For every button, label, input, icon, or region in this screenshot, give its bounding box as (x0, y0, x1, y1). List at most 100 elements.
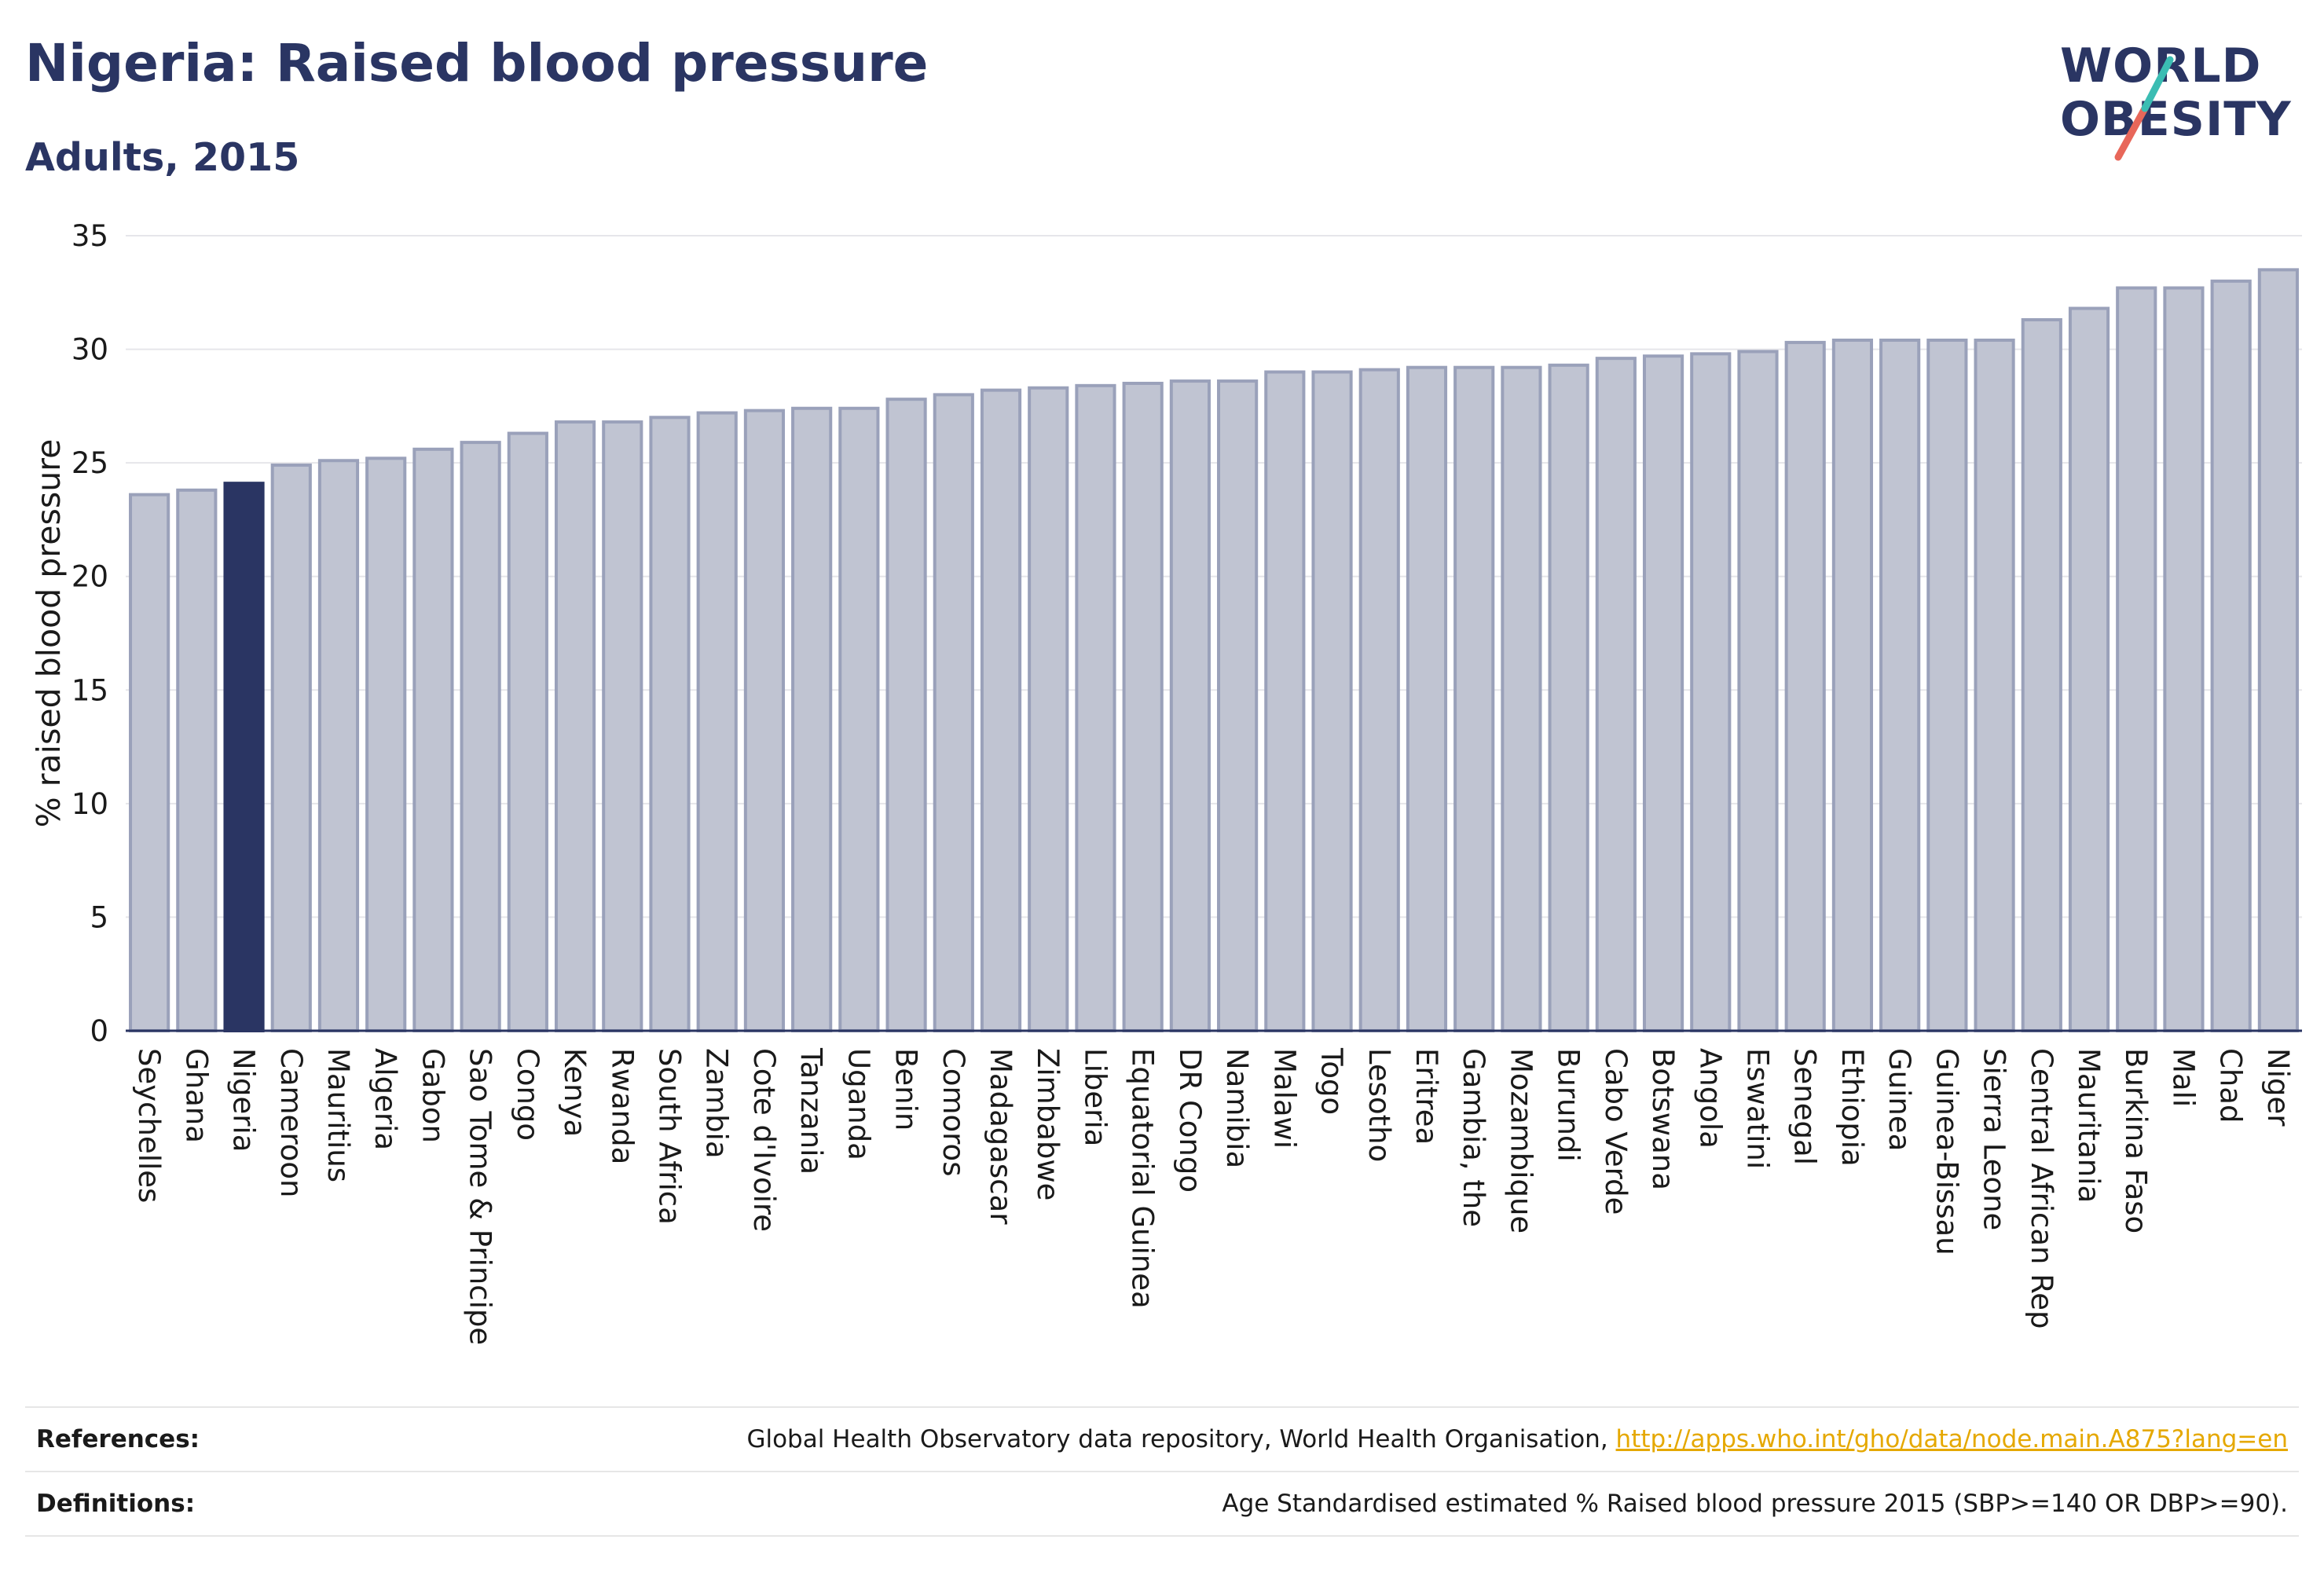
bar (1358, 368, 1400, 1032)
bar (885, 398, 927, 1032)
bar (365, 456, 407, 1032)
bar (1595, 357, 1637, 1032)
x-tick-label: Namibia (1220, 1048, 1254, 1168)
x-tick-label: DR Congo (1173, 1048, 1207, 1193)
bar (176, 488, 218, 1032)
references-label: References: (36, 1425, 200, 1453)
bar (1974, 339, 2015, 1032)
x-tick-label: Congo (511, 1048, 544, 1141)
x-tick-label: South Africa (653, 1048, 687, 1225)
bar (1453, 365, 1495, 1032)
x-tick-label: Togo (1315, 1047, 1349, 1115)
bar (602, 420, 643, 1032)
x-tick-label: Sierra Leone (1978, 1048, 2011, 1230)
x-tick-label: Sao Tome & Principe (464, 1048, 497, 1345)
x-tick-label: Cote d'Ivoire (747, 1048, 781, 1232)
references-value: Global Health Observatory data repositor… (746, 1425, 2288, 1453)
x-tick-label: Mali (2166, 1048, 2200, 1107)
bar (1737, 350, 1779, 1033)
definitions-value: Age Standardised estimated % Raised bloo… (1222, 1490, 2288, 1518)
bar (2210, 279, 2252, 1033)
bar (2257, 268, 2299, 1033)
x-tick-label: Liberia (1078, 1048, 1112, 1146)
bar (270, 464, 312, 1032)
bar (1501, 365, 1542, 1032)
y-axis-label: % raised blood pressure (30, 439, 68, 828)
y-tick-label: 15 (71, 673, 108, 707)
bar (317, 459, 360, 1032)
y-tick-label: 0 (90, 1014, 108, 1048)
bar (1075, 383, 1116, 1032)
x-tick-label: Gambia, the (1457, 1048, 1490, 1227)
x-tick-label: Rwanda (605, 1048, 639, 1164)
chart-title: Nigeria: Raised blood pressure (25, 33, 929, 93)
references-link[interactable]: http://apps.who.int/gho/data/node.main.A… (1615, 1425, 2288, 1453)
x-tick-label: Tanzania (794, 1047, 828, 1175)
x-tick-label: Niger (2261, 1048, 2295, 1127)
x-tick-label: Nigeria (227, 1048, 261, 1152)
x-tick-label: Zambia (700, 1048, 734, 1159)
bar (1879, 339, 1921, 1032)
bar (696, 411, 738, 1032)
bar (1926, 339, 1968, 1032)
bar (791, 406, 833, 1032)
x-tick-label: Burundi (1552, 1048, 1585, 1162)
x-tick-label: Mauritania (2072, 1048, 2106, 1203)
bar (1690, 352, 1732, 1032)
x-tick-label: Seychelles (132, 1048, 166, 1203)
x-tick-label: Eritrea (1409, 1048, 1443, 1145)
bar-chart: 0 5 10 15 20 25 30 35 % raised blood pressure Sey… (30, 219, 2302, 1345)
x-tick-label: Botswana (1646, 1048, 1680, 1190)
y-tick-label: 30 (71, 333, 108, 367)
bar (460, 441, 501, 1032)
bar (980, 388, 1022, 1033)
chart-subtitle: Adults, 2015 (25, 135, 300, 180)
bar (1784, 340, 1826, 1032)
x-tick-label: Algeria (368, 1048, 402, 1150)
bar (412, 447, 454, 1032)
bar (1217, 379, 1259, 1032)
x-tick-label: Benin (889, 1048, 923, 1131)
bar (649, 416, 691, 1032)
references-row: References: Global Health Observatory da… (25, 1406, 2299, 1471)
bar (2163, 286, 2205, 1032)
x-tick-label: Guinea-Bissau (1930, 1048, 1963, 1255)
definitions-row: Definitions: Age Standardised estimated … (25, 1471, 2299, 1537)
x-tick-label: Zimbabwe (1031, 1048, 1065, 1200)
y-tick-label: 10 (71, 787, 108, 821)
y-tick-label: 5 (90, 900, 108, 934)
x-tick-label: Equatorial Guinea (1126, 1048, 1160, 1309)
y-tick-label: 25 (71, 446, 108, 480)
x-tick-label: Senegal (1788, 1048, 1822, 1165)
bar (1831, 339, 1874, 1032)
logo-line-2: OBESITY (2060, 92, 2292, 147)
bar (838, 406, 880, 1032)
definitions-label: Definitions: (36, 1490, 196, 1518)
bar (1548, 363, 1589, 1033)
bar (1406, 365, 1448, 1032)
bar (1264, 370, 1306, 1032)
bar (1028, 386, 1069, 1032)
bar (554, 420, 596, 1032)
x-tick-label: Gabon (416, 1048, 449, 1143)
bar (1169, 379, 1211, 1032)
x-tick-label: Eswatini (1741, 1048, 1775, 1169)
bar (743, 409, 786, 1032)
bar (2021, 317, 2062, 1032)
x-tick-label: Central African Rep (2025, 1048, 2058, 1329)
bar (507, 431, 548, 1032)
x-tick-label: Burkina Faso (2119, 1048, 2153, 1233)
x-tick-label: Cabo Verde (1599, 1048, 1633, 1215)
x-tick-label: Malawi (1267, 1048, 1301, 1149)
x-tick-label: Ethiopia (1835, 1048, 1869, 1167)
x-tick-label: Kenya (558, 1048, 592, 1137)
x-tick-label: Lesotho (1362, 1048, 1396, 1162)
bar (129, 493, 170, 1032)
y-tick-label: 35 (71, 219, 108, 253)
x-tick-label: Guinea (1882, 1048, 1916, 1151)
x-tick-label: Cameroon (274, 1048, 308, 1197)
bar (1122, 381, 1164, 1032)
x-tick-label: Ghana (179, 1048, 213, 1143)
bar (2116, 286, 2157, 1032)
x-tick-label: Comoros (937, 1048, 970, 1176)
